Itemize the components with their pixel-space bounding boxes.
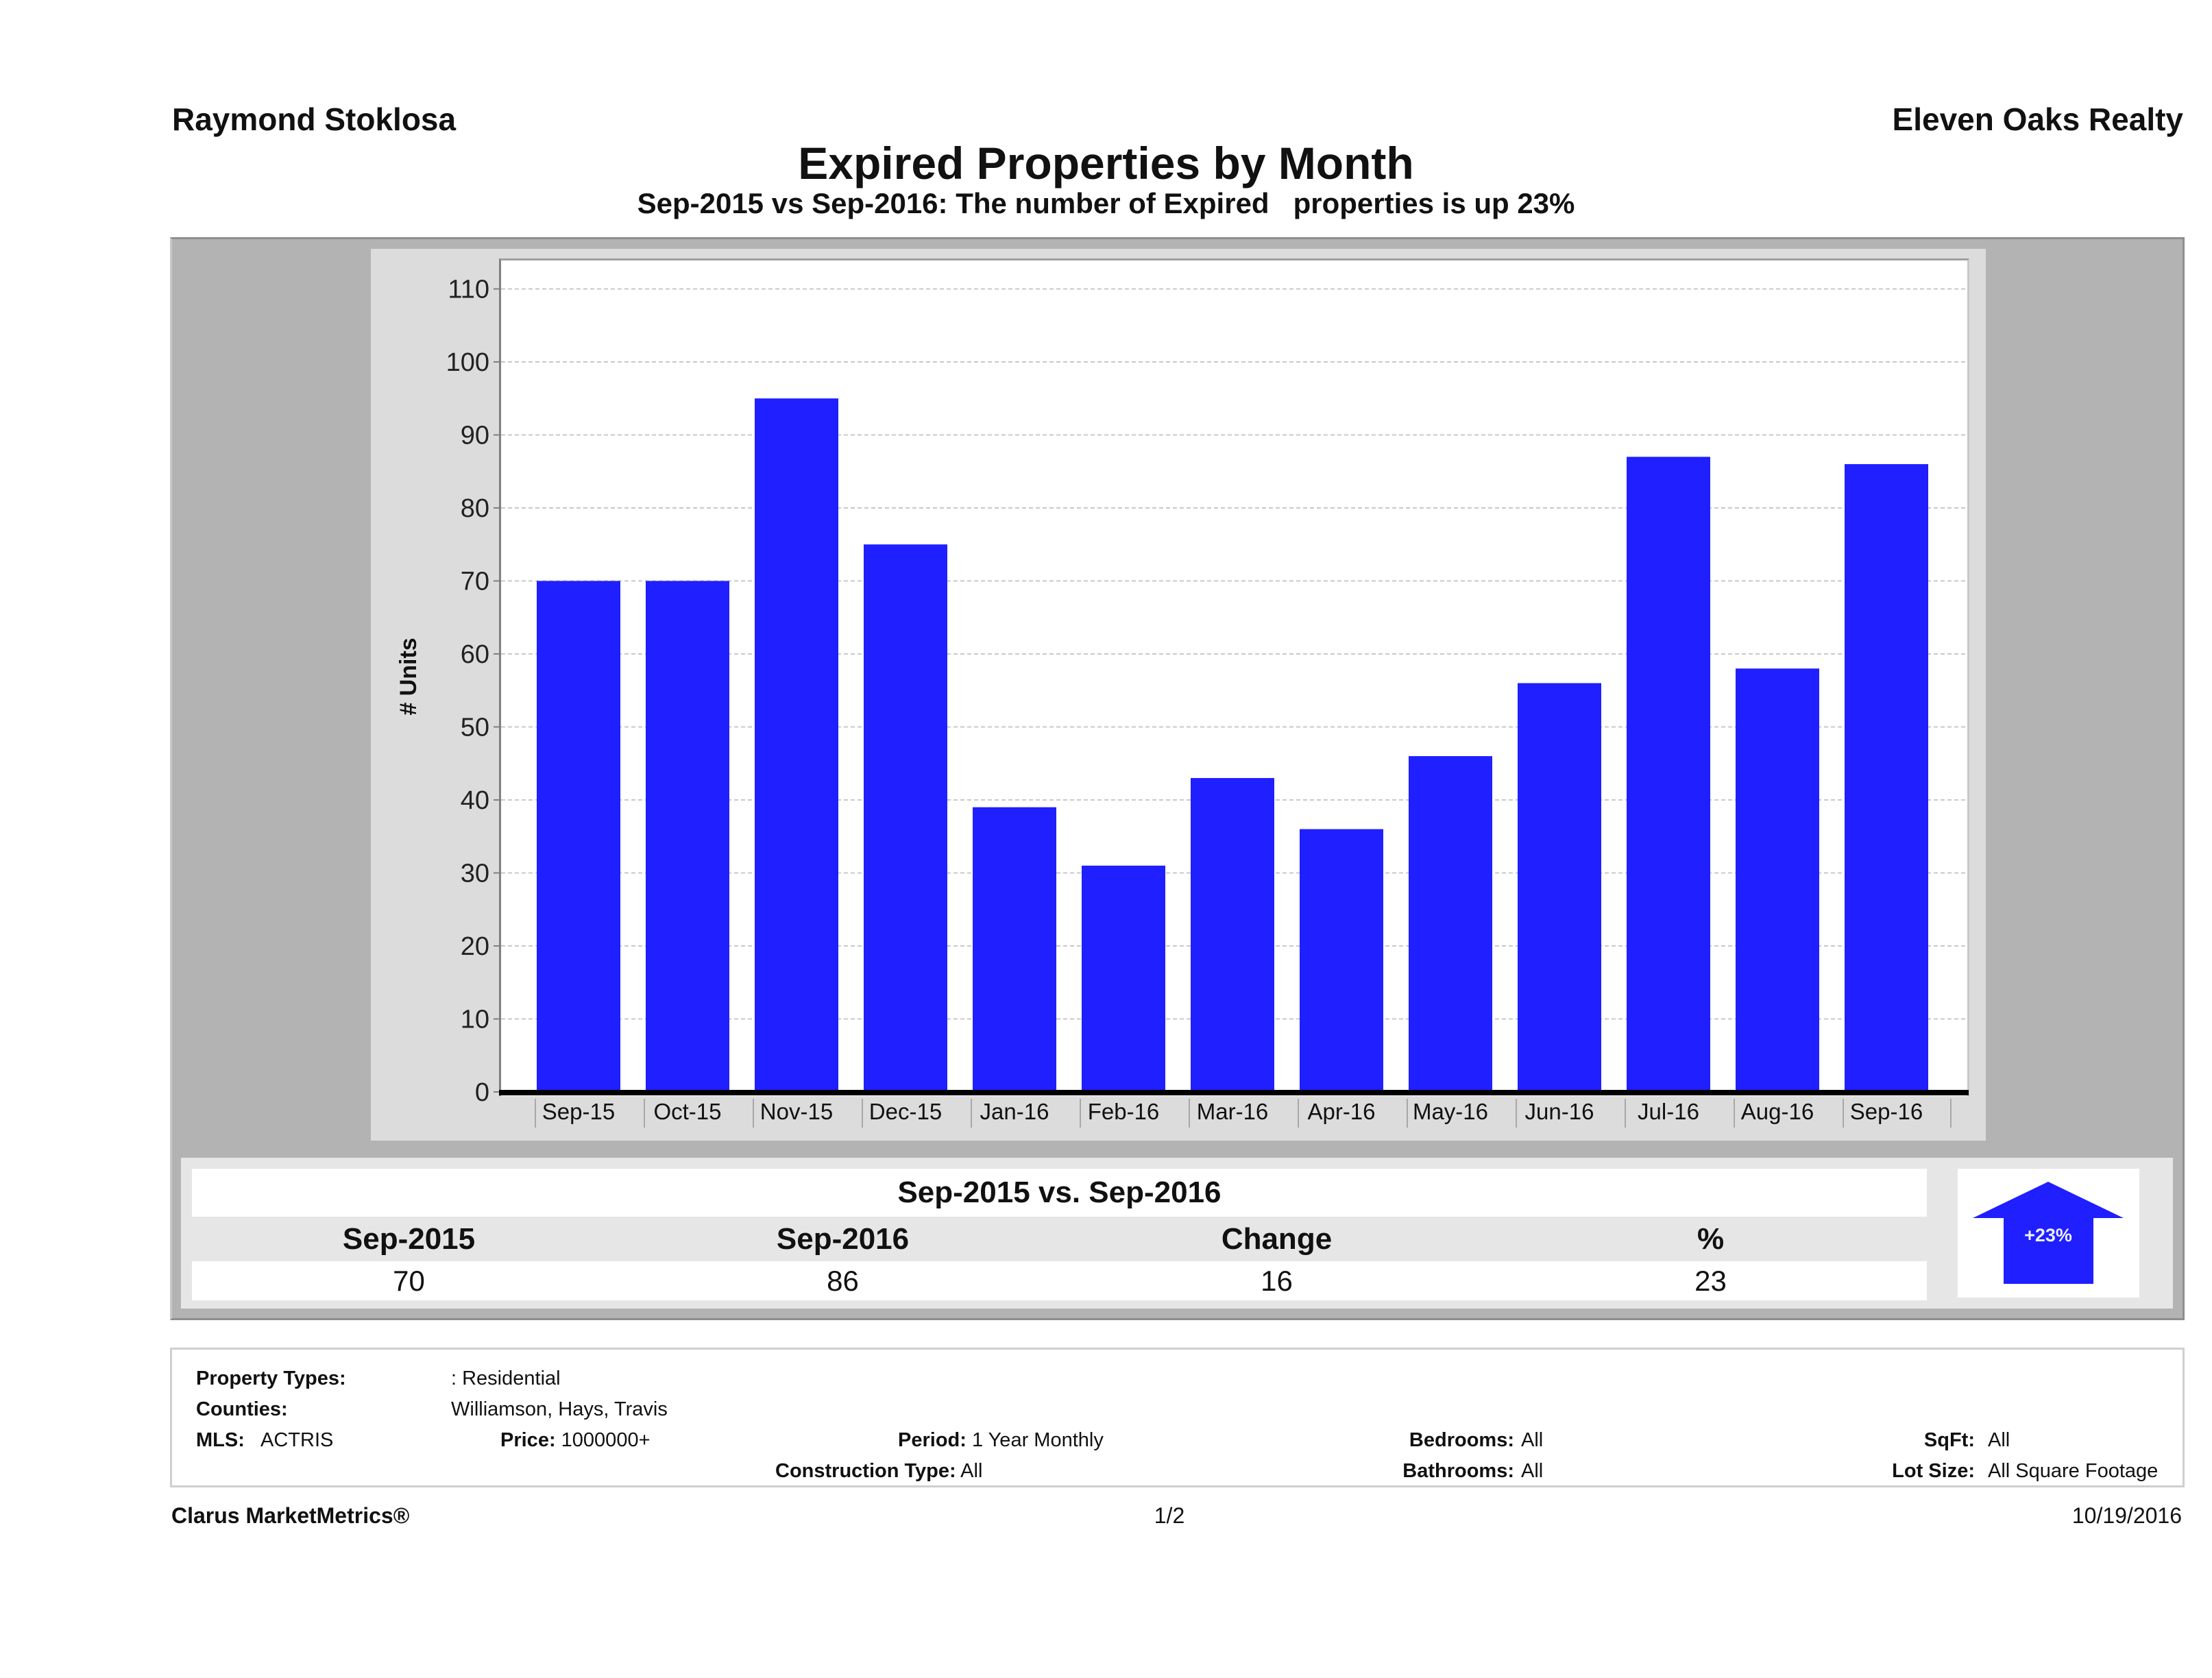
bar-sep-15 [537, 581, 620, 1092]
page-number: 1/2 [1154, 1503, 1185, 1528]
x-tick-label: Sep-16 [1850, 1099, 1923, 1124]
period-label: Period: [898, 1429, 967, 1451]
counties-label: Counties: [196, 1398, 288, 1420]
summary-values-row: 70 86 16 23 [192, 1261, 1927, 1300]
x-tick-label: Apr-16 [1307, 1099, 1375, 1124]
x-tick-label: Jun-16 [1525, 1099, 1594, 1124]
property-types-value: : Residential [451, 1367, 561, 1389]
summary-col-header: Sep-2016 [776, 1222, 910, 1256]
y-tick-label: 0 [475, 1078, 489, 1107]
bedrooms-label: Bedrooms: [1409, 1429, 1514, 1451]
bar-jun-16 [1518, 683, 1601, 1092]
bar-oct-15 [646, 581, 729, 1092]
y-tick-label: 100 [446, 348, 489, 377]
mls-label: MLS: [196, 1429, 245, 1451]
x-tick-label: May-16 [1413, 1099, 1488, 1124]
bar-apr-16 [1300, 829, 1383, 1092]
bar-aug-16 [1736, 668, 1819, 1092]
counties-value: Williamson, Hays, Travis [451, 1398, 668, 1420]
report-date: 10/19/2016 [2071, 1503, 2182, 1528]
sqft-value: All [1988, 1429, 2010, 1451]
x-tick-label: Feb-16 [1088, 1099, 1160, 1124]
y-tick-label: 90 [461, 422, 489, 450]
y-tick-label: 80 [461, 494, 489, 523]
y-tick-label: 10 [461, 1006, 489, 1034]
summary-value: 86 [827, 1265, 859, 1297]
bathrooms-value: All [1521, 1460, 1544, 1482]
summary-value: 16 [1261, 1265, 1293, 1297]
y-tick-label: 20 [461, 932, 489, 961]
summary-value: 23 [1694, 1265, 1727, 1297]
product-name: Clarus MarketMetrics® [171, 1503, 410, 1528]
x-tick-label: Sep-15 [542, 1099, 615, 1124]
bedrooms-value: All [1521, 1429, 1544, 1451]
x-tick-label: Aug-16 [1741, 1099, 1814, 1124]
x-axis-line [499, 1090, 1969, 1095]
y-tick-label: 40 [461, 786, 489, 815]
x-tick-label: Mar-16 [1197, 1099, 1269, 1124]
bar-nov-15 [755, 398, 838, 1092]
x-tick-label: Dec-15 [869, 1099, 942, 1124]
price-criteria: Price: 1000000+ [500, 1428, 651, 1452]
y-tick-label: 50 [461, 714, 489, 742]
construction-criteria: Construction Type: All [775, 1459, 982, 1483]
price-label: Price: [500, 1429, 556, 1451]
price-value: 1000000+ [561, 1429, 651, 1451]
lot-size-value: All Square Footage [1988, 1460, 2159, 1482]
summary-header-row: Sep-2015 Sep-2016 Change % [192, 1217, 1927, 1261]
mls-value: ACTRIS [260, 1429, 334, 1451]
summary-col-header: % [1697, 1222, 1725, 1256]
bar-sep-16 [1845, 464, 1928, 1092]
construction-value: All [960, 1460, 983, 1482]
bar-jul-16 [1627, 457, 1710, 1092]
summary-col-header: Sep-2015 [342, 1222, 476, 1256]
change-badge-label: +23% [2024, 1225, 2072, 1245]
agent-name: Raymond Stoklosa [172, 101, 457, 137]
lot-size-label: Lot Size: [1892, 1460, 1975, 1482]
brokerage-name: Eleven Oaks Realty [1892, 101, 2183, 137]
x-tick-label: Nov-15 [760, 1099, 833, 1124]
bathrooms-label: Bathrooms: [1402, 1460, 1514, 1482]
bar-feb-16 [1082, 865, 1165, 1092]
report-criteria [170, 1348, 2185, 1487]
page-subtitle: Sep-2015 vs Sep-2016: The number of Expi… [637, 187, 1575, 219]
sqft-label: SqFt: [1923, 1429, 1975, 1451]
bar-dec-15 [864, 544, 947, 1092]
y-tick-label: 70 [461, 568, 489, 596]
construction-label: Construction Type: [775, 1460, 956, 1482]
page-title: Expired Properties by Month [798, 138, 1414, 189]
y-axis-label: # Units [396, 637, 422, 715]
x-tick-label: Jan-16 [980, 1099, 1049, 1124]
property-types-label: Property Types: [196, 1367, 346, 1389]
summary-col-header: Change [1221, 1222, 1333, 1256]
y-tick-label: 30 [461, 860, 489, 888]
summary-value: 70 [393, 1265, 425, 1297]
arrow-up-icon: +23% [1973, 1182, 2124, 1284]
x-tick-label: Jul-16 [1638, 1099, 1699, 1124]
period-criteria: Period: 1 Year Monthly [898, 1428, 1104, 1452]
summary-title: Sep-2015 vs. Sep-2016 [192, 1169, 1927, 1217]
change-badge: +23% [1958, 1169, 2139, 1298]
y-tick-label: 60 [461, 640, 489, 669]
y-tick-label: 110 [448, 276, 489, 304]
bar-jan-16 [973, 807, 1056, 1092]
bar-mar-16 [1191, 778, 1274, 1092]
bar-may-16 [1409, 756, 1492, 1092]
period-value: 1 Year Monthly [971, 1429, 1104, 1451]
bar-chart: 0 10 20 30 40 50 60 70 80 90 100 110 Sep-15 Oct-15 Nov… [396, 276, 1969, 1128]
x-tick-label: Oct-15 [653, 1099, 721, 1124]
